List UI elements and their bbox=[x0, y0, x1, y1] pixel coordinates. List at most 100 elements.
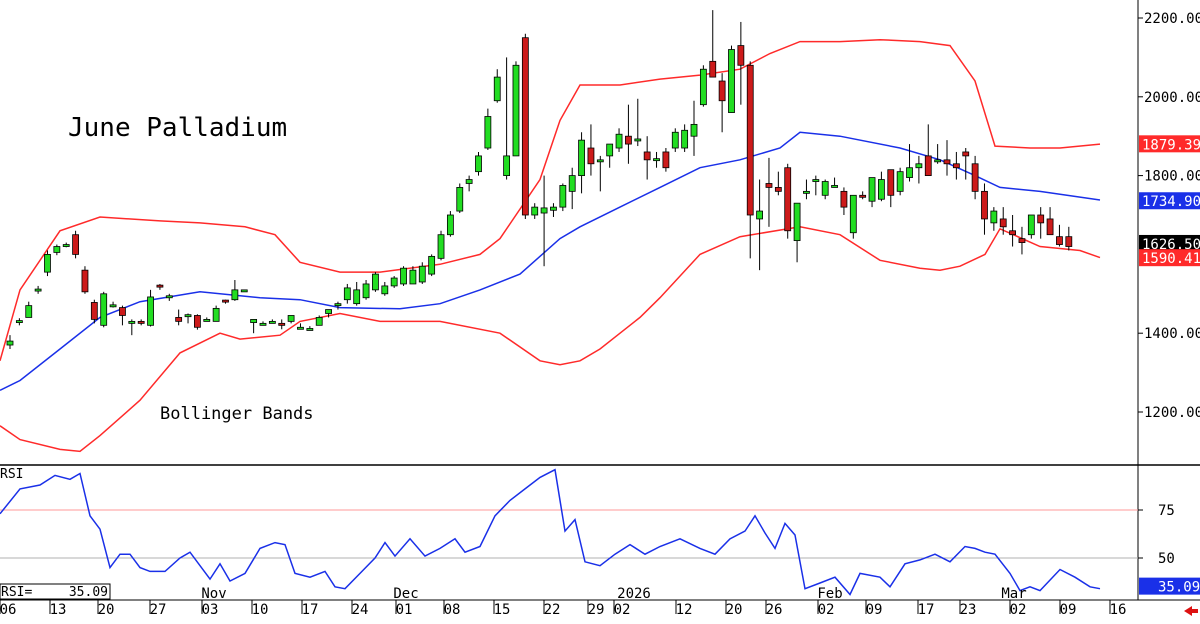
candle-body bbox=[887, 169, 895, 196]
candle bbox=[503, 57, 511, 180]
candle bbox=[887, 169, 895, 208]
candle-body bbox=[971, 163, 979, 192]
candle bbox=[1037, 207, 1045, 239]
candle-body bbox=[878, 179, 885, 200]
candle bbox=[193, 314, 201, 330]
candle-body bbox=[446, 214, 454, 236]
candle bbox=[250, 319, 258, 334]
candle-body bbox=[512, 64, 520, 157]
candle-body bbox=[25, 305, 33, 318]
candle-body bbox=[643, 151, 651, 161]
candle-body bbox=[737, 45, 745, 66]
candle-body bbox=[62, 244, 70, 247]
x-tick-label: 29 bbox=[588, 602, 605, 618]
candle bbox=[587, 124, 595, 176]
candle bbox=[184, 313, 192, 324]
candle bbox=[999, 207, 1007, 235]
candle bbox=[278, 319, 286, 330]
x-tick-label: 03 bbox=[202, 602, 219, 618]
candle bbox=[44, 250, 51, 277]
candle bbox=[793, 202, 801, 263]
price-value-label: 1734.90 bbox=[1139, 192, 1200, 210]
candle-body bbox=[484, 116, 492, 149]
candle bbox=[859, 191, 867, 200]
candle bbox=[606, 143, 614, 168]
candle-body bbox=[81, 269, 89, 293]
candle bbox=[765, 157, 773, 227]
candle-body bbox=[90, 302, 98, 320]
candle bbox=[418, 262, 426, 284]
x-tick-label: 09 bbox=[866, 602, 883, 618]
price-value-text: 1626.50 bbox=[1142, 237, 1200, 253]
candle-body bbox=[793, 202, 801, 242]
candle bbox=[400, 266, 407, 286]
lower-bollinger-band bbox=[0, 226, 1101, 453]
candle bbox=[493, 69, 501, 103]
candle-body bbox=[559, 185, 567, 208]
rsi-value-label: 35.09 bbox=[1139, 577, 1200, 596]
upper-bollinger-band bbox=[0, 38, 1101, 362]
candle-body bbox=[222, 299, 229, 303]
candle-body bbox=[503, 155, 511, 176]
price-value-label: 1879.39 bbox=[1139, 135, 1200, 153]
candle bbox=[643, 136, 651, 180]
candle-body bbox=[240, 289, 248, 293]
candle-body bbox=[587, 147, 595, 165]
candle bbox=[952, 151, 960, 180]
candle bbox=[981, 183, 988, 235]
candle bbox=[222, 299, 229, 304]
chart-title: June Palladium bbox=[68, 113, 287, 143]
candle-body bbox=[147, 296, 154, 326]
candle bbox=[671, 128, 679, 152]
left-arrow-icon-stem bbox=[1191, 609, 1198, 613]
candle-body bbox=[962, 151, 970, 157]
x-tick-label: 26 bbox=[766, 602, 783, 618]
candle bbox=[540, 175, 548, 267]
rsi-readout: RSI= 35.09 bbox=[0, 583, 111, 600]
candle-body bbox=[372, 273, 379, 291]
candle-body bbox=[521, 37, 529, 216]
candle-body bbox=[568, 175, 576, 192]
candle bbox=[175, 309, 183, 326]
candle bbox=[1009, 215, 1016, 247]
candle bbox=[896, 167, 904, 196]
candle bbox=[1046, 207, 1054, 236]
candle-body bbox=[156, 284, 164, 288]
candle bbox=[25, 301, 33, 318]
price-value-box bbox=[1139, 192, 1200, 210]
candle bbox=[456, 183, 464, 214]
rsi-tick-label: 75 bbox=[1158, 503, 1175, 519]
candle bbox=[165, 293, 173, 301]
candle-body bbox=[1037, 214, 1045, 224]
candle-body bbox=[493, 76, 501, 102]
rsi-tick-label: 50 bbox=[1158, 551, 1175, 567]
candle bbox=[821, 179, 829, 200]
candle-body bbox=[868, 177, 876, 202]
month-label: Nov bbox=[201, 586, 226, 602]
candle bbox=[62, 242, 70, 248]
rsi-readout-box bbox=[0, 583, 111, 600]
candle-body bbox=[756, 210, 763, 220]
candle-body bbox=[343, 287, 351, 301]
x-axis: 06 13 20 27 03 10 17 24 01 08 15 22 29 02 12 20 26 02 09 17… bbox=[0, 586, 1200, 618]
candle-body bbox=[540, 207, 548, 214]
candle-body bbox=[934, 159, 942, 163]
candle-body bbox=[803, 190, 810, 194]
candle-body bbox=[175, 317, 183, 322]
price-value-box bbox=[1139, 234, 1200, 252]
candle bbox=[212, 305, 220, 322]
candle-body bbox=[381, 285, 389, 295]
candle bbox=[109, 301, 117, 308]
candle-body bbox=[325, 309, 332, 314]
x-tick-label: 10 bbox=[252, 602, 269, 618]
candle-body bbox=[671, 131, 679, 149]
candle-body bbox=[250, 319, 258, 323]
candle-body bbox=[184, 314, 192, 318]
x-tick-label: 17 bbox=[302, 602, 319, 618]
price-value-label: 1590.41 bbox=[1139, 249, 1200, 267]
candle bbox=[343, 283, 351, 304]
candle bbox=[568, 167, 576, 210]
candle-body bbox=[943, 159, 951, 165]
candle-body bbox=[44, 253, 51, 273]
candle bbox=[137, 319, 145, 326]
